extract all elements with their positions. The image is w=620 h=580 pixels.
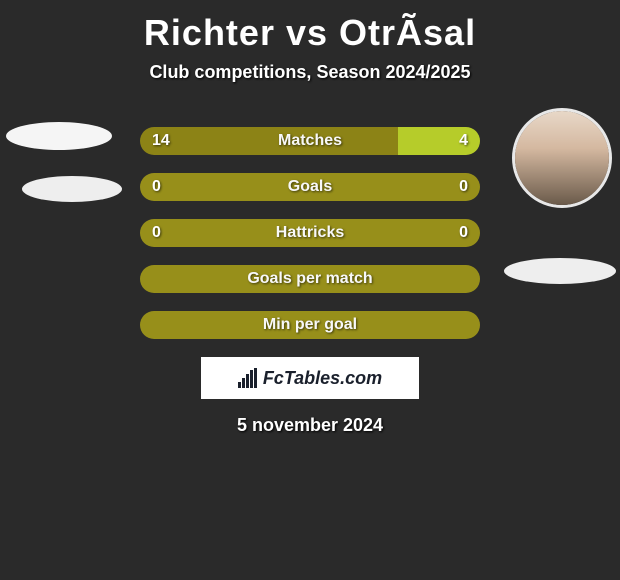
stat-bar-container: Goals per match <box>140 265 480 293</box>
stat-value-right: 4 <box>459 132 468 150</box>
stat-row: Matches 14 4 <box>140 127 480 155</box>
stat-bar-container: Matches 14 4 <box>140 127 480 155</box>
logo-text: FcTables.com <box>263 368 382 389</box>
stat-bar-container: Min per goal <box>140 311 480 339</box>
stat-row: Goals 0 0 <box>140 173 480 201</box>
stat-label: Matches <box>278 132 342 150</box>
subtitle: Club competitions, Season 2024/2025 <box>0 62 620 83</box>
stat-value-right: 0 <box>459 224 468 242</box>
player2-name: OtrÃsal <box>339 12 476 53</box>
fctables-logo: FcTables.com <box>201 357 419 399</box>
stats-chart: Matches 14 4 Goals 0 0 Hattricks 0 0 Goals per ma… <box>0 127 620 339</box>
date-text: 5 november 2024 <box>0 415 620 436</box>
player1-name: Richter <box>144 12 275 53</box>
stat-bar-left <box>140 127 398 155</box>
stat-label: Goals per match <box>247 270 372 288</box>
stat-bar-right <box>310 173 480 201</box>
stat-row: Hattricks 0 0 <box>140 219 480 247</box>
stat-bar-container: Hattricks 0 0 <box>140 219 480 247</box>
stat-label: Goals <box>288 178 332 196</box>
stat-bar-container: Goals 0 0 <box>140 173 480 201</box>
stat-row: Goals per match <box>140 265 480 293</box>
stat-bar-left <box>140 173 310 201</box>
stat-label: Hattricks <box>276 224 344 242</box>
logo-bars-icon <box>238 368 257 388</box>
stat-label: Min per goal <box>263 316 357 334</box>
stat-value-right: 0 <box>459 178 468 196</box>
vs-text: vs <box>286 12 328 53</box>
comparison-title: Richter vs OtrÃsal <box>0 0 620 54</box>
stat-row: Min per goal <box>140 311 480 339</box>
stat-value-left: 14 <box>152 132 170 150</box>
stat-value-left: 0 <box>152 178 161 196</box>
stat-value-left: 0 <box>152 224 161 242</box>
